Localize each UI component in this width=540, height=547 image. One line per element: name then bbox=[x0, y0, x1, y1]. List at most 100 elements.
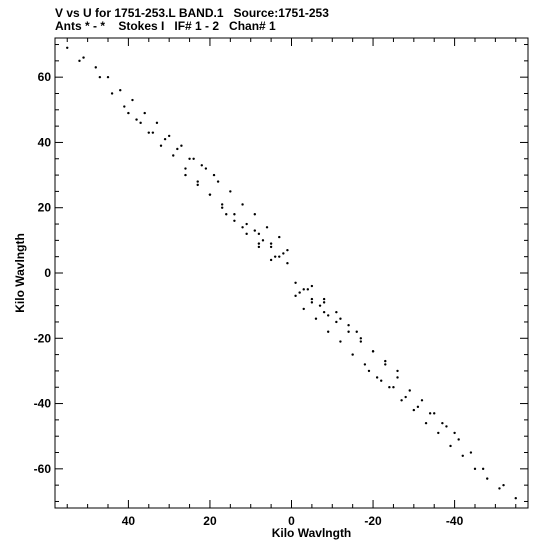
data-point bbox=[257, 242, 261, 245]
data-point bbox=[241, 203, 244, 206]
data-point bbox=[339, 317, 342, 320]
data-point bbox=[204, 167, 208, 170]
data-point bbox=[310, 297, 314, 301]
data-point bbox=[322, 297, 326, 301]
data-point bbox=[416, 405, 420, 409]
data-point bbox=[253, 213, 257, 216]
data-point bbox=[396, 369, 399, 373]
data-point bbox=[457, 438, 460, 441]
data-point bbox=[286, 248, 289, 252]
data-point bbox=[147, 131, 150, 134]
data-point bbox=[172, 154, 175, 157]
data-point bbox=[396, 376, 399, 379]
data-point bbox=[310, 284, 314, 288]
data-point bbox=[286, 262, 289, 265]
y-tick-label: 40 bbox=[38, 135, 52, 149]
data-point bbox=[143, 111, 146, 115]
data-point bbox=[269, 245, 273, 249]
data-point bbox=[318, 304, 322, 307]
data-point bbox=[269, 258, 273, 262]
x-tick-label: -20 bbox=[364, 514, 382, 528]
data-point bbox=[233, 213, 236, 216]
data-point bbox=[106, 75, 110, 79]
data-point bbox=[200, 164, 203, 167]
data-point bbox=[123, 105, 126, 108]
data-point bbox=[355, 330, 358, 333]
data-point bbox=[306, 288, 310, 291]
data-point bbox=[302, 307, 305, 311]
data-point bbox=[163, 137, 167, 141]
y-tick-label: -20 bbox=[34, 331, 52, 345]
data-point bbox=[400, 399, 403, 402]
data-point bbox=[278, 255, 281, 258]
data-point bbox=[82, 56, 85, 59]
data-point bbox=[151, 131, 155, 134]
data-point bbox=[196, 180, 199, 183]
data-point bbox=[167, 134, 171, 138]
y-axis-label: Kilo Wavlngth bbox=[13, 233, 27, 313]
data-point bbox=[98, 75, 102, 79]
data-point bbox=[486, 477, 489, 480]
data-point bbox=[78, 59, 81, 63]
data-point bbox=[220, 206, 224, 209]
data-point bbox=[433, 412, 436, 415]
data-point bbox=[298, 291, 301, 294]
data-point bbox=[294, 281, 297, 284]
data-point bbox=[229, 190, 232, 193]
data-point bbox=[461, 454, 464, 457]
axis-ticks bbox=[55, 38, 528, 508]
data-point bbox=[335, 320, 338, 324]
data-point bbox=[514, 497, 517, 500]
data-point bbox=[404, 395, 407, 399]
y-tick-label: -60 bbox=[34, 462, 52, 476]
data-point bbox=[408, 389, 411, 392]
data-point bbox=[453, 431, 456, 435]
chart-title: V vs U for 1751-253.L BAND.1 Source:1751… bbox=[55, 6, 329, 20]
y-tick-label: 20 bbox=[38, 201, 52, 215]
data-point bbox=[347, 330, 350, 333]
data-point bbox=[367, 369, 371, 373]
data-point bbox=[469, 451, 473, 454]
data-point bbox=[241, 226, 244, 229]
data-point bbox=[392, 386, 395, 389]
data-point bbox=[216, 180, 220, 183]
data-point bbox=[220, 203, 224, 206]
x-tick-label: 20 bbox=[203, 514, 217, 528]
data-point bbox=[498, 487, 501, 490]
data-point bbox=[473, 467, 477, 471]
data-point bbox=[441, 421, 444, 425]
data-point bbox=[380, 379, 383, 382]
data-point bbox=[375, 376, 379, 379]
data-point bbox=[384, 359, 387, 363]
data-point bbox=[127, 111, 130, 115]
data-point bbox=[180, 144, 183, 147]
data-point bbox=[326, 314, 330, 317]
data-point bbox=[322, 310, 326, 314]
data-point bbox=[437, 431, 440, 435]
x-axis-label: Kilo Wavlngth bbox=[272, 526, 352, 540]
data-point bbox=[351, 353, 354, 356]
data-point bbox=[159, 144, 163, 147]
data-point bbox=[282, 252, 285, 255]
y-tick-label: 0 bbox=[44, 266, 51, 280]
data-point bbox=[135, 118, 138, 121]
data-point bbox=[233, 219, 236, 222]
data-point bbox=[265, 226, 269, 229]
data-point bbox=[278, 235, 281, 239]
data-point bbox=[359, 337, 363, 340]
axis-tick-labels: 40 20 0 -20 -40 60 40 20 0 -20 -40 -60 bbox=[34, 70, 464, 528]
data-point bbox=[196, 183, 199, 187]
data-point bbox=[294, 294, 297, 298]
data-point bbox=[212, 173, 216, 177]
data-point bbox=[139, 121, 142, 125]
data-point bbox=[339, 340, 342, 343]
data-point bbox=[245, 232, 248, 236]
data-point bbox=[388, 386, 391, 389]
data-point bbox=[314, 317, 318, 320]
data-point bbox=[420, 399, 424, 402]
plot-frame bbox=[54, 37, 529, 509]
data-point bbox=[347, 324, 350, 327]
data-point bbox=[326, 330, 330, 333]
data-point bbox=[192, 157, 195, 160]
data-points bbox=[66, 46, 517, 500]
